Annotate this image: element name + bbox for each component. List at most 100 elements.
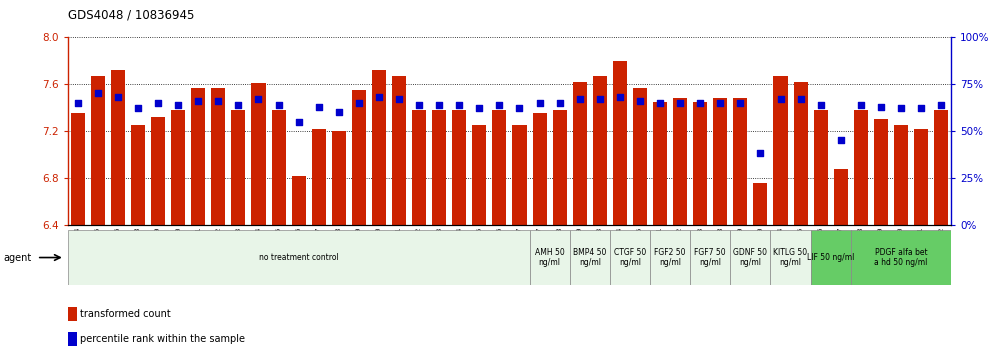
- Bar: [452, 110, 466, 225]
- Point: [471, 105, 487, 111]
- Bar: [811, 230, 851, 285]
- Point: [732, 100, 748, 105]
- Bar: [352, 90, 366, 225]
- Bar: [312, 129, 326, 225]
- Point: [190, 98, 206, 104]
- Bar: [292, 176, 306, 225]
- Point: [773, 96, 789, 102]
- Bar: [593, 76, 607, 225]
- Point: [150, 100, 166, 105]
- Bar: [251, 83, 266, 225]
- Bar: [693, 102, 707, 225]
- Bar: [71, 113, 85, 225]
- Bar: [530, 230, 570, 285]
- Point: [813, 102, 829, 108]
- Bar: [68, 230, 530, 285]
- Point: [752, 151, 768, 156]
- Bar: [513, 125, 527, 225]
- Text: KITLG 50
ng/ml: KITLG 50 ng/ml: [774, 248, 808, 267]
- Bar: [774, 76, 788, 225]
- Bar: [472, 125, 486, 225]
- Bar: [934, 110, 948, 225]
- Bar: [372, 70, 386, 225]
- Text: GDNF 50
ng/ml: GDNF 50 ng/ml: [733, 248, 767, 267]
- Point: [90, 91, 106, 96]
- Point: [692, 100, 708, 105]
- Point: [451, 102, 467, 108]
- Bar: [673, 98, 687, 225]
- Point: [271, 102, 287, 108]
- Text: CTGF 50
ng/ml: CTGF 50 ng/ml: [614, 248, 646, 267]
- Point: [411, 102, 427, 108]
- Bar: [533, 113, 547, 225]
- Bar: [851, 230, 951, 285]
- Point: [110, 95, 125, 100]
- Point: [230, 102, 246, 108]
- Bar: [211, 87, 225, 225]
- Point: [712, 100, 728, 105]
- Bar: [432, 110, 446, 225]
- Bar: [392, 76, 406, 225]
- Bar: [272, 110, 286, 225]
- Point: [291, 119, 307, 124]
- Text: BMP4 50
ng/ml: BMP4 50 ng/ml: [573, 248, 607, 267]
- Bar: [753, 183, 768, 225]
- Bar: [610, 230, 650, 285]
- Bar: [573, 82, 587, 225]
- Point: [652, 100, 668, 105]
- Bar: [151, 117, 165, 225]
- Point: [311, 104, 327, 109]
- Point: [491, 102, 507, 108]
- Text: percentile rank within the sample: percentile rank within the sample: [80, 333, 245, 344]
- Bar: [733, 98, 747, 225]
- Bar: [613, 61, 626, 225]
- Bar: [191, 87, 205, 225]
- Bar: [771, 230, 811, 285]
- Point: [331, 109, 347, 115]
- Bar: [650, 230, 690, 285]
- Point: [251, 96, 267, 102]
- Point: [592, 96, 608, 102]
- Bar: [553, 110, 567, 225]
- Bar: [854, 110, 868, 225]
- Bar: [111, 70, 124, 225]
- Bar: [68, 307, 77, 321]
- Bar: [713, 98, 727, 225]
- Text: agent: agent: [3, 252, 31, 263]
- Point: [70, 100, 86, 105]
- Text: PDGF alfa bet
a hd 50 ng/ml: PDGF alfa bet a hd 50 ng/ml: [874, 248, 927, 267]
- Text: LIF 50 ng/ml: LIF 50 ng/ml: [807, 253, 855, 262]
- Point: [391, 96, 407, 102]
- Bar: [690, 230, 730, 285]
- Bar: [131, 125, 145, 225]
- Point: [371, 95, 386, 100]
- Point: [893, 105, 909, 111]
- Point: [672, 100, 688, 105]
- Text: transformed count: transformed count: [80, 309, 171, 319]
- Bar: [914, 129, 928, 225]
- Point: [833, 137, 849, 143]
- Bar: [834, 169, 848, 225]
- Point: [512, 105, 528, 111]
- Point: [933, 102, 949, 108]
- Bar: [412, 110, 426, 225]
- Point: [872, 104, 888, 109]
- Point: [632, 98, 648, 104]
- Point: [351, 100, 367, 105]
- Bar: [171, 110, 185, 225]
- Bar: [492, 110, 506, 225]
- Bar: [332, 131, 346, 225]
- Bar: [570, 230, 610, 285]
- Point: [130, 105, 146, 111]
- Bar: [894, 125, 908, 225]
- Bar: [632, 87, 647, 225]
- Text: no treatment control: no treatment control: [259, 253, 339, 262]
- Point: [532, 100, 548, 105]
- Bar: [68, 332, 77, 346]
- Point: [853, 102, 869, 108]
- Text: FGF7 50
ng/ml: FGF7 50 ng/ml: [694, 248, 726, 267]
- Text: GDS4048 / 10836945: GDS4048 / 10836945: [68, 9, 194, 22]
- Point: [572, 96, 588, 102]
- Point: [552, 100, 568, 105]
- Bar: [873, 119, 887, 225]
